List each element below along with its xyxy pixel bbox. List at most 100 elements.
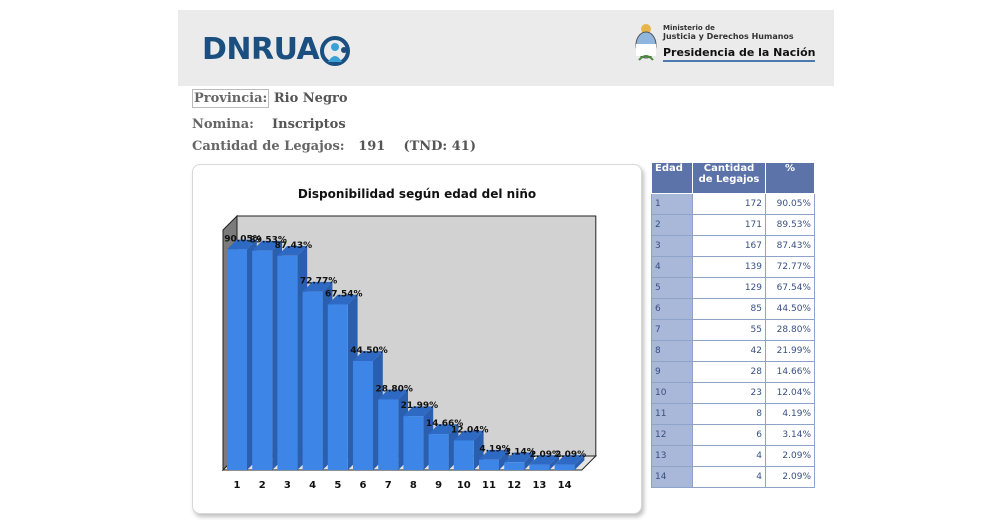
x-tick-label: 3 — [284, 480, 291, 491]
cantidad-cell: 172 — [692, 193, 766, 215]
bar-chart: 90.05% 1 89.53% 2 87.43% 3 72.77% 4 67.54% 5 44.50… — [221, 214, 598, 491]
percent-cell: 4.19% — [765, 403, 815, 425]
ministry-line-1: Ministerio de — [663, 24, 715, 32]
chart-panel: Disponibilidad según edad del niño 90.05… — [192, 164, 642, 514]
edad-cell: 10 — [651, 382, 693, 404]
provincia-label: Provincia: — [192, 89, 270, 108]
cantidad-cell: 129 — [692, 277, 766, 299]
data-label: 90.05% — [224, 234, 262, 244]
percent-cell: 72.77% — [765, 256, 815, 278]
provincia-value: Rio Negro — [273, 91, 348, 106]
bar-top — [403, 406, 434, 417]
edad-cell: 2 — [651, 214, 693, 236]
table-row: 7 55 28.80% — [651, 319, 815, 341]
dnrua-logo: DNRUA — [202, 32, 320, 67]
x-tick-label: 10 — [457, 480, 471, 491]
edad-cell: 9 — [651, 361, 693, 383]
data-table: Edad Cantidad de Legajos % 1 172 90.05% 2 17… — [651, 162, 815, 488]
edad-cell: 13 — [651, 445, 693, 467]
x-tick-label: 9 — [435, 480, 442, 491]
bar — [529, 464, 550, 470]
bar-top — [529, 455, 560, 465]
table-row: 6 85 44.50% — [651, 298, 815, 320]
table-row: 12 6 3.14% — [651, 424, 815, 446]
bar — [378, 399, 399, 470]
data-label: 2.09% — [555, 450, 586, 460]
cantidad-cell: 42 — [692, 340, 766, 362]
cantidad-value: 191 — [358, 139, 386, 154]
x-tick-label: 8 — [410, 480, 417, 491]
cantidad-label: Cantidad de Legajos: — [192, 139, 345, 154]
x-tick-label: 14 — [558, 480, 572, 491]
cantidad-cell: 6 — [692, 424, 766, 446]
bar-top — [504, 452, 534, 463]
x-tick-label: 2 — [259, 480, 266, 491]
table-row: 8 42 21.99% — [651, 340, 815, 362]
edad-cell: 14 — [651, 466, 693, 488]
ministry-logo: Ministerio de Justicia y Derechos Humano… — [663, 24, 816, 62]
edad-cell: 7 — [651, 319, 693, 341]
page-header: DNRUA Ministerio de Justicia y Derechos … — [178, 10, 834, 86]
bar — [428, 434, 449, 470]
x-tick-label: 4 — [309, 480, 316, 491]
bar-top — [227, 239, 257, 250]
data-label: 12.04% — [451, 426, 489, 436]
edad-cell: 11 — [651, 403, 693, 425]
data-label: 89.53% — [249, 236, 287, 246]
edad-cell: 1 — [651, 193, 693, 215]
percent-cell: 87.43% — [765, 235, 815, 257]
edad-cell: 12 — [651, 424, 693, 446]
cantidad-cell: 28 — [692, 361, 766, 383]
edad-cell: 5 — [651, 277, 693, 299]
bar-top — [277, 245, 308, 256]
bar — [302, 291, 323, 470]
bar — [453, 440, 474, 470]
bar — [504, 462, 525, 470]
percent-cell: 14.66% — [765, 361, 815, 383]
data-label: 2.09% — [530, 450, 561, 460]
bar-side — [549, 455, 560, 470]
table-row: 14 4 2.09% — [651, 466, 815, 488]
table-row: 2 171 89.53% — [651, 214, 815, 236]
percent-cell: 2.09% — [765, 466, 815, 488]
cantidad-cell: 23 — [692, 382, 766, 404]
chart-title: Disponibilidad según edad del niño — [297, 187, 537, 201]
provincia-row: Provincia: Rio Negro — [192, 89, 348, 108]
cantidad-cell: 55 — [692, 319, 766, 341]
cantidad-cell: 4 — [692, 445, 766, 467]
cantidad-cell: 171 — [692, 214, 766, 236]
nomina-label: Nomina: — [192, 117, 254, 132]
table-header-row: Edad Cantidad de Legajos % — [651, 162, 815, 194]
family-logo-icon — [320, 36, 350, 66]
cantidad-cell: 85 — [692, 298, 766, 320]
percent-cell: 12.04% — [765, 382, 815, 404]
table-row: 13 4 2.09% — [651, 445, 815, 467]
x-tick-label: 12 — [507, 480, 521, 491]
x-tick-label: 1 — [234, 480, 241, 491]
data-label: 67.54% — [325, 290, 363, 300]
edad-cell: 4 — [651, 256, 693, 278]
x-tick-label: 13 — [532, 480, 546, 491]
data-label: 72.77% — [300, 277, 338, 287]
bar-top — [453, 430, 484, 441]
bar — [479, 459, 499, 470]
bar — [227, 249, 247, 470]
percent-cell: 44.50% — [765, 298, 815, 320]
percent-cell: 89.53% — [765, 214, 815, 236]
bar — [353, 360, 373, 470]
bar-top — [428, 424, 459, 435]
data-label: 28.80% — [375, 384, 413, 394]
table-row: 3 167 87.43% — [651, 235, 815, 257]
table-row: 9 28 14.66% — [651, 361, 815, 383]
bar — [252, 250, 273, 470]
ministry-line-2: Justicia y Derechos Humanos — [663, 32, 794, 41]
bar — [327, 304, 348, 470]
cantidad-cell: 167 — [692, 235, 766, 257]
cantidad-cell: 8 — [692, 403, 766, 425]
bar-top — [302, 281, 333, 292]
percent-cell: 2.09% — [765, 445, 815, 467]
cantidad-row: Cantidad de Legajos: 191 (TND: 41) — [192, 139, 476, 154]
percent-cell: 67.54% — [765, 277, 815, 299]
table-row: 10 23 12.04% — [651, 382, 815, 404]
percent-cell: 21.99% — [765, 340, 815, 362]
